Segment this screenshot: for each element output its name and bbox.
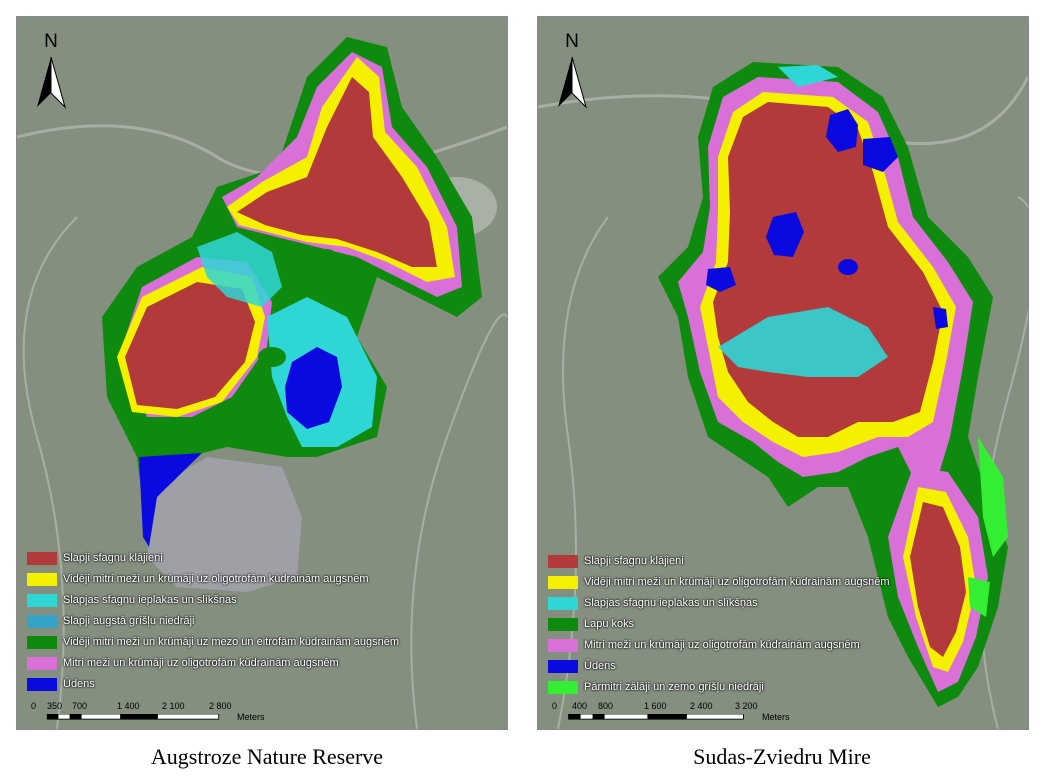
scale-tick: 350 bbox=[47, 701, 63, 711]
legend-swatch bbox=[27, 551, 57, 565]
legend-swatch bbox=[548, 638, 578, 652]
caption-augstroze: Augstroze Nature Reserve bbox=[150, 744, 384, 769]
legend-swatch bbox=[548, 575, 578, 589]
legend-item: Vidēji mitri meži un krūmāji uz mezo un … bbox=[27, 633, 399, 654]
legend-item: Lapu koks bbox=[548, 615, 889, 636]
legend-swatch bbox=[27, 635, 57, 649]
legend-label: Vidēji mitri meži un krūmāji uz oligotro… bbox=[63, 573, 369, 586]
legend-item: Mitri meži un krūmāji uz oligotrofām kūd… bbox=[27, 654, 399, 675]
augstroze-map bbox=[17, 17, 507, 729]
legend-item: Slapji augstā grīšļu niedrāji bbox=[27, 612, 399, 633]
north-arrow-icon bbox=[558, 56, 587, 109]
north-arrow-left: N bbox=[33, 31, 69, 109]
legend-label: Lapu koks bbox=[584, 618, 635, 631]
scale-unit: Meters bbox=[762, 712, 790, 722]
legend-swatch bbox=[548, 617, 578, 631]
legend-left: Slapji sfagnu klājieni Vidēji mitri meži… bbox=[27, 549, 399, 696]
caption-sudas-zviedru: Sudas-Zviedru Mire bbox=[693, 744, 871, 769]
scale-bar-graphic bbox=[568, 714, 744, 720]
legend-item: Mitri meži un krūmāji uz oligotrofām kūd… bbox=[548, 636, 889, 657]
scale-unit: Meters bbox=[237, 712, 265, 722]
legend-item: Pārmitri zālāji un zemo grīšļu niedrāji bbox=[548, 678, 889, 699]
scale-tick: 2 100 bbox=[162, 701, 185, 711]
scale-bar-left: 0 350 700 1 400 2 100 2 800 Meters bbox=[29, 701, 279, 729]
legend-label: Vidēji mitri meži un krūmāji uz mezo un … bbox=[63, 636, 400, 649]
scale-ticks: 0 350 700 1 400 2 100 2 800 Meters bbox=[29, 701, 279, 722]
legend-swatch bbox=[548, 596, 578, 610]
legend-label: Pārmitri zālāji un zemo grīšļu niedrāji bbox=[584, 681, 764, 694]
legend-item: Vidēji mitri meži un krūmāji uz oligotro… bbox=[27, 570, 399, 591]
legend-swatch bbox=[27, 677, 57, 691]
legend-item: Slapji sfagnu klājieni bbox=[548, 552, 889, 573]
legend-label: Slapji sfagnu klājieni bbox=[63, 552, 163, 565]
scale-tick: 3 200 bbox=[735, 701, 758, 711]
legend-label: Mitri meži un krūmāji uz oligotrofām kūd… bbox=[584, 639, 860, 652]
scale-tick: 2 800 bbox=[209, 701, 232, 711]
scale-tick: 700 bbox=[72, 701, 88, 711]
scale-tick: 1 600 bbox=[644, 701, 667, 711]
legend-label: Slapji augstā grīšļu niedrāji bbox=[63, 615, 195, 628]
north-arrow-right: N bbox=[554, 31, 590, 109]
legend-item: Slapjas sfagnu ieplakas un slīkšņas bbox=[27, 591, 399, 612]
legend-item: Slapji sfagnu klājieni bbox=[27, 549, 399, 570]
map-panel-sudas-zviedru: N Slapji sfagnu klājieni Vidēji mitri me… bbox=[537, 16, 1029, 730]
legend-label: Vidēji mitri meži un krūmāji uz oligotro… bbox=[584, 576, 890, 589]
scale-tick: 0 bbox=[552, 701, 558, 711]
scale-ticks: 0 400 800 1 600 2 400 3 200 Meters bbox=[550, 701, 800, 722]
scale-bar-right: 0 400 800 1 600 2 400 3 200 Meters bbox=[550, 701, 800, 729]
legend-swatch bbox=[548, 680, 578, 694]
legend-swatch bbox=[27, 572, 57, 586]
north-letter: N bbox=[44, 31, 58, 52]
legend-item: Slapjas sfagnu ieplakas un slīkšņas bbox=[548, 594, 889, 615]
legend-label: Ūdens bbox=[63, 678, 95, 691]
legend-swatch bbox=[27, 614, 57, 628]
legend-swatch bbox=[548, 554, 578, 568]
legend-label: Ūdens bbox=[584, 660, 616, 673]
north-arrow-icon bbox=[37, 56, 66, 109]
legend-item: Ūdens bbox=[27, 675, 399, 696]
legend-swatch bbox=[27, 656, 57, 670]
legend-label: Slapjas sfagnu ieplakas un slīkšņas bbox=[584, 597, 758, 610]
map-panel-augstroze: N Slapji sfagnu klājieni Vidēji mitri me… bbox=[16, 16, 508, 730]
sudas-zviedru-map bbox=[538, 17, 1028, 729]
legend-item: Vidēji mitri meži un krūmāji uz oligotro… bbox=[548, 573, 889, 594]
legend-item: Ūdens bbox=[548, 657, 889, 678]
scale-bar-graphic bbox=[46, 714, 220, 720]
scale-tick: 400 bbox=[572, 701, 588, 711]
legend-swatch bbox=[27, 593, 57, 607]
legend-right: Slapji sfagnu klājieni Vidēji mitri meži… bbox=[548, 552, 889, 699]
legend-label: Slapji sfagnu klājieni bbox=[584, 555, 684, 568]
legend-label: Mitri meži un krūmāji uz oligotrofām kūd… bbox=[63, 657, 339, 670]
scale-tick: 0 bbox=[31, 701, 37, 711]
scale-tick: 800 bbox=[598, 701, 614, 711]
legend-swatch bbox=[548, 659, 578, 673]
scale-tick: 1 400 bbox=[117, 701, 140, 711]
north-letter: N bbox=[565, 31, 579, 52]
scale-tick: 2 400 bbox=[690, 701, 713, 711]
legend-label: Slapjas sfagnu ieplakas un slīkšņas bbox=[63, 594, 237, 607]
